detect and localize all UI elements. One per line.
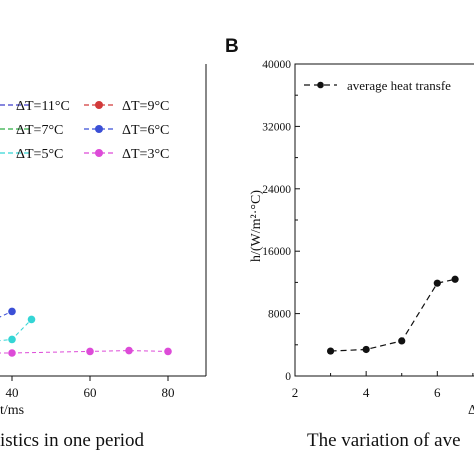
right-y-tick-label: 8000 bbox=[268, 309, 291, 321]
left-caption: istics in one period bbox=[0, 430, 145, 451]
right-y-tick-label: 24000 bbox=[262, 184, 291, 196]
left-legend-marker bbox=[95, 149, 103, 157]
right-x-tick-label: 4 bbox=[363, 385, 370, 400]
left-data-point bbox=[164, 347, 172, 356]
right-y-axis-label: h/(W/m²·°C) bbox=[249, 190, 264, 262]
left-legend-marker bbox=[95, 125, 103, 133]
left-legend-label: ΔT=11°C bbox=[16, 99, 70, 114]
left-series-line bbox=[0, 319, 32, 342]
right-data-point bbox=[451, 275, 459, 283]
left-data-point bbox=[86, 347, 94, 356]
left-legend-label: ΔT=3°C bbox=[122, 147, 169, 162]
left-x-tick-label: 80 bbox=[162, 385, 175, 400]
right-data-point bbox=[362, 345, 370, 354]
left-data-point bbox=[125, 346, 133, 355]
left-legend-label: ΔT=7°C bbox=[16, 123, 63, 138]
left-x-tick-label: 40 bbox=[6, 385, 19, 400]
right-x-axis-label: Δ bbox=[468, 403, 474, 418]
right-y-tick-label: 40000 bbox=[262, 59, 291, 71]
left-data-point bbox=[27, 315, 36, 324]
left-legend-label: ΔT=9°C bbox=[122, 99, 169, 114]
right-chart-panel: B 0 8000 16000 24000 32000 40000 2 4 6 average h… bbox=[225, 36, 474, 451]
right-data-point bbox=[326, 347, 335, 355]
right-x-tick-label: 6 bbox=[434, 385, 441, 400]
right-plot-frame bbox=[294, 63, 474, 377]
right-y-tick-label: 32000 bbox=[262, 121, 291, 133]
right-data-point bbox=[433, 279, 441, 287]
left-legend-marker bbox=[95, 101, 103, 109]
right-x-tick-label: 2 bbox=[292, 385, 299, 400]
left-x-tick-label: 60 bbox=[84, 385, 97, 400]
left-chart-panel: 40 60 80 ΔT=11°C ΔT=9°CΔT=7°C ΔT=6°CΔT=5°C ΔT… bbox=[0, 64, 207, 451]
right-y-tick-label: 0 bbox=[285, 371, 291, 383]
right-legend-marker bbox=[317, 81, 324, 89]
left-x-axis-label: t/ms bbox=[0, 403, 24, 418]
right-data-point bbox=[398, 337, 406, 345]
right-caption: The variation of ave bbox=[307, 430, 461, 451]
left-legend: ΔT=11°C ΔT=9°C ΔT=7°C ΔT=6°C ΔT=5°C ΔT=3°C bbox=[0, 99, 169, 162]
right-y-tick-label: 16000 bbox=[262, 246, 291, 258]
left-legend-label: ΔT=5°C bbox=[16, 147, 63, 162]
left-data-point bbox=[8, 335, 16, 344]
right-series-line bbox=[330, 278, 456, 352]
left-data-point bbox=[8, 349, 16, 357]
left-series-line bbox=[0, 350, 169, 354]
right-legend-label: average heat transfe bbox=[347, 78, 451, 93]
right-legend: average heat transfe bbox=[304, 78, 451, 93]
left-data-point bbox=[8, 307, 16, 316]
left-legend-label: ΔT=6°C bbox=[122, 123, 169, 138]
panel-label-b: B bbox=[225, 36, 239, 57]
